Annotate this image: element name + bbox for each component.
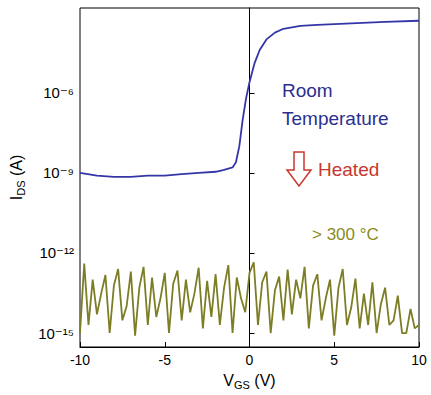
svg-text:10⁻⁶: 10⁻⁶ [43, 84, 74, 101]
svg-text:5: 5 [330, 352, 338, 368]
svg-text:> 300 °C: > 300 °C [312, 225, 379, 244]
svg-text:10⁻¹⁵: 10⁻¹⁵ [38, 325, 74, 342]
svg-text:V: V [223, 372, 234, 389]
svg-text:Room: Room [282, 80, 338, 101]
svg-text:(A): (A) [8, 155, 25, 181]
svg-text:GS: GS [234, 379, 250, 391]
svg-text:10⁻⁹: 10⁻⁹ [43, 164, 74, 181]
svg-text:(V): (V) [250, 372, 276, 389]
svg-text:Temperature: Temperature [282, 108, 389, 129]
svg-text:Heated: Heated [318, 159, 379, 180]
svg-text:10: 10 [411, 352, 427, 368]
svg-text:10⁻¹²: 10⁻¹² [39, 244, 74, 261]
svg-text:DS: DS [15, 181, 27, 196]
svg-text:-5: -5 [159, 352, 172, 368]
svg-text:0: 0 [246, 352, 254, 368]
svg-text:I: I [8, 195, 25, 201]
svg-text:-10: -10 [70, 352, 90, 368]
